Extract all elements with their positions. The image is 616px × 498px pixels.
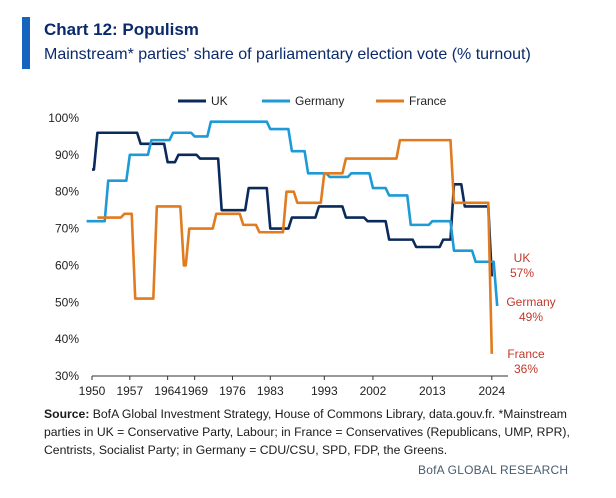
x-tick-label: 2024 (478, 384, 505, 398)
y-tick-label: 60% (55, 258, 79, 272)
y-tick-label: 80% (55, 185, 79, 199)
y-tick-label: 100% (48, 111, 79, 125)
source-note: Source: BofA Global Investment Strategy,… (44, 405, 584, 459)
x-tick-label: 1950 (79, 384, 106, 398)
y-tick-label: 70% (55, 222, 79, 236)
x-tick-label: 1969 (181, 384, 208, 398)
series-line-uk (92, 131, 494, 277)
x-tick-label: 1983 (257, 384, 284, 398)
x-axis: 1950 1957 1964 1969 1976 1983 1993 2002 2013 2024 (79, 375, 508, 398)
end-label-uk: UK (514, 251, 531, 265)
x-tick-label: 1993 (311, 384, 338, 398)
end-label-germany: Germany (506, 295, 555, 309)
x-tick-label: 1957 (116, 384, 143, 398)
title-accent-bar (22, 17, 30, 69)
end-value-germany: 49% (519, 310, 543, 324)
chart-title: Chart 12: Populism (44, 20, 199, 39)
source-label: Source: (44, 407, 90, 421)
x-tick-label: 2013 (419, 384, 446, 398)
line-chart: UK Germany France 30% 40% 50% 60% 70% 80% 90% 100… (48, 94, 555, 398)
y-tick-label: 90% (55, 148, 79, 162)
y-tick-label: 50% (55, 295, 79, 309)
legend-label-france: France (409, 94, 447, 108)
series-lines (86, 120, 499, 354)
series-line-germany (86, 120, 499, 307)
x-tick-label: 1964 (154, 384, 181, 398)
x-tick-label: 2002 (360, 384, 387, 398)
end-label-france: France (507, 347, 545, 361)
end-value-uk: 57% (510, 266, 534, 280)
series-line-france (97, 138, 494, 354)
chart-subtitle: Mainstream* parties' share of parliament… (44, 46, 531, 63)
y-axis: 30% 40% 50% 60% 70% 80% 90% 100% (48, 111, 79, 383)
x-tick-label: 1976 (219, 384, 246, 398)
source-text: BofA Global Investment Strategy, House o… (44, 407, 570, 457)
publisher-credit: BofA GLOBAL RESEARCH (418, 463, 569, 477)
y-tick-label: 40% (55, 332, 79, 346)
end-value-france: 36% (514, 362, 538, 376)
legend-label-germany: Germany (295, 94, 344, 108)
y-tick-label: 30% (55, 369, 79, 383)
legend-label-uk: UK (211, 94, 228, 108)
legend: UK Germany France (178, 94, 447, 108)
